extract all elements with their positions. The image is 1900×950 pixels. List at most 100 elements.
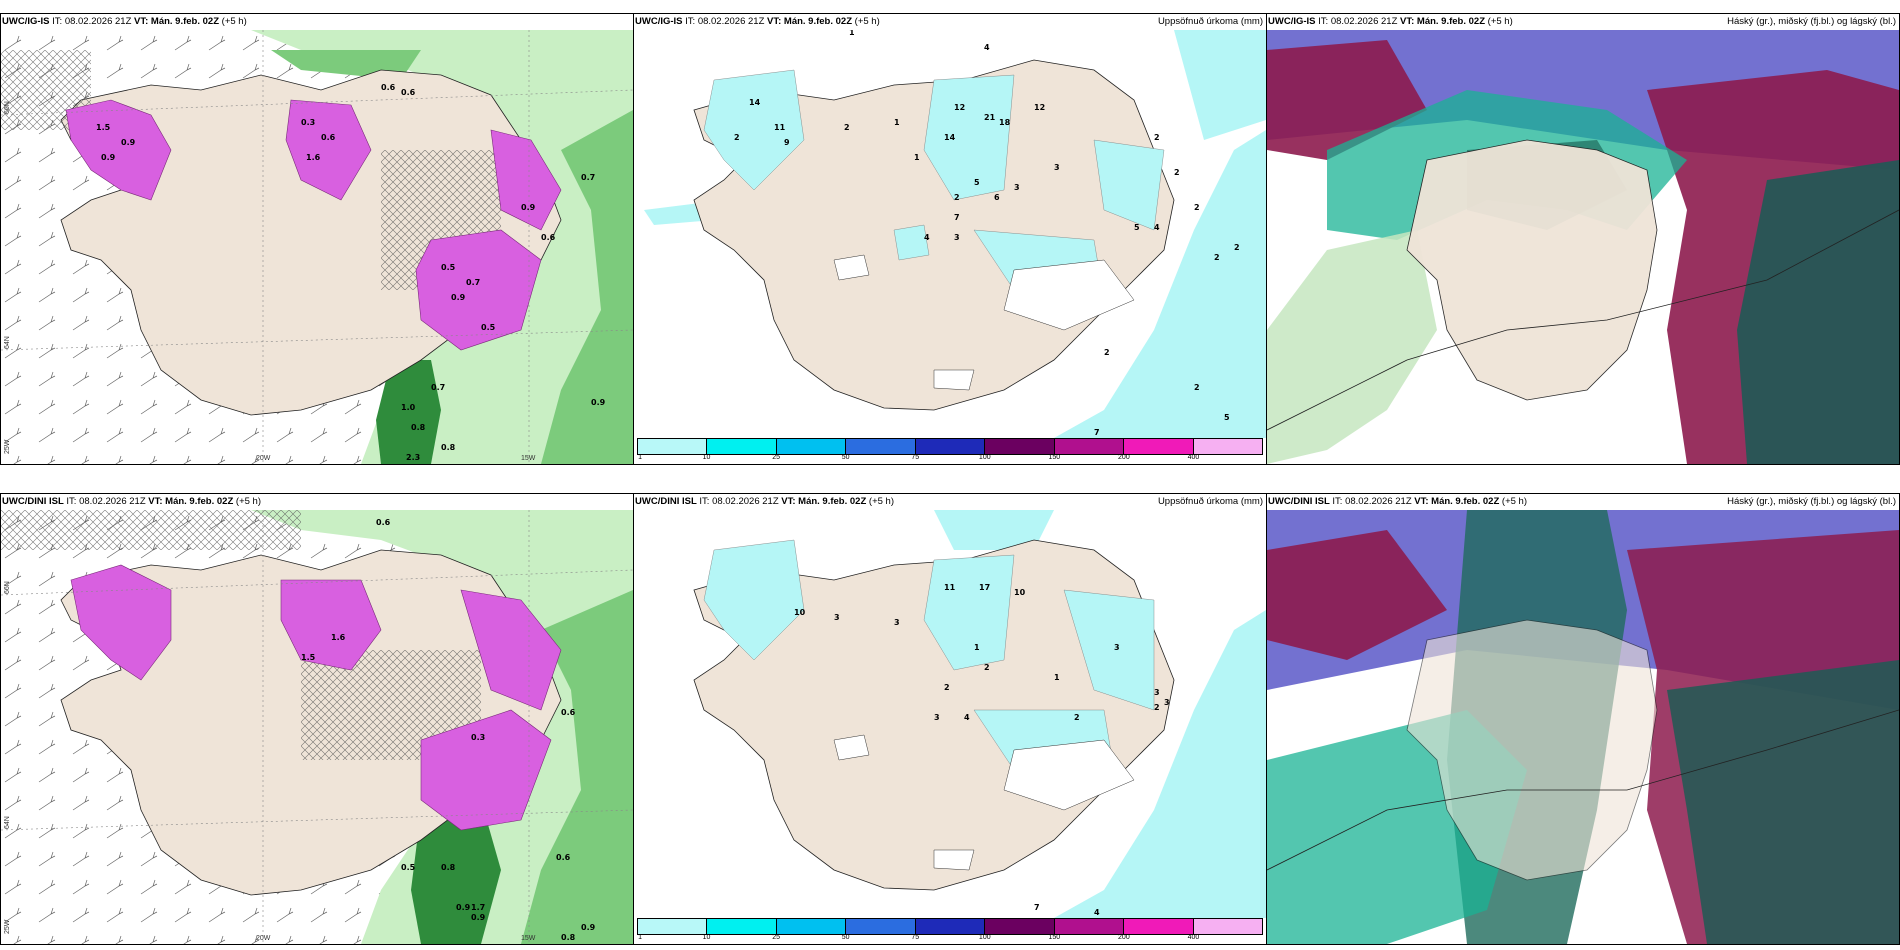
precip-title: Uppsöfnuð úrkoma (mm) — [1157, 496, 1263, 507]
colorbar-tick-label: 10 — [702, 934, 711, 941]
value-label: 0.7 — [466, 278, 480, 287]
lon-label-15w: 15W — [521, 455, 536, 462]
value-label: 2 — [984, 663, 990, 672]
value-label: 3 — [834, 613, 840, 622]
colorbar-tick-label: 100 — [978, 934, 991, 941]
value-label: 1.5 — [301, 653, 316, 662]
snow-west — [65, 99, 172, 201]
precip-colorbar: 1 10 25 50 75 100 150 200 400 — [637, 438, 1263, 462]
colorbar-tick-label: 75 — [911, 934, 920, 941]
value-label: 1.0 — [401, 403, 416, 412]
lead-time: (+5 h) — [1501, 496, 1527, 507]
value-label: 14 — [749, 98, 761, 107]
value-label: 1.6 — [306, 153, 321, 162]
lat-label-66n: 66N — [4, 101, 11, 114]
value-label: 0.5 — [481, 323, 496, 332]
value-label: 0.6 — [401, 88, 416, 97]
cloud-title: Háský (gr.), miðský (fj.bl.) og lágský (… — [1727, 496, 1896, 507]
model-name: UWC/IG-IS — [2, 16, 50, 27]
colorbar-tick-label: 200 — [1118, 934, 1130, 941]
value-label: 0.8 — [411, 423, 426, 432]
value-label: 1.7 — [471, 903, 485, 912]
vt-value: Mán. 9.feb. 02Z — [783, 16, 853, 27]
value-label: 21 — [984, 113, 996, 122]
colorbar-tick-label: 100 — [978, 454, 991, 461]
value-label: 2 — [1194, 383, 1200, 392]
colorbar-swatch — [1193, 439, 1262, 454]
panel-header: UWC/IG-IS IT: 08.02.2026 21Z VT: Mán. 9.… — [635, 15, 1265, 29]
value-label: 0.7 — [581, 173, 595, 182]
colorbar-tick-label: 1 — [638, 454, 643, 461]
it-label: IT: — [52, 16, 63, 27]
value-label: 2 — [1104, 348, 1110, 357]
cloud-title: Háský (gr.), miðský (fj.bl.) og lágský (… — [1727, 16, 1896, 27]
colorbar-tick-label: 200 — [1118, 454, 1130, 461]
value-label: 4 — [1094, 908, 1100, 917]
value-label: 0.5 — [401, 863, 416, 872]
lon-label-20w: 20W — [256, 455, 271, 462]
it-value: 08.02.2026 21Z — [79, 496, 146, 507]
sea-precip-dark — [376, 360, 441, 464]
it-label: IT: — [1318, 16, 1329, 27]
value-label: 0.5 — [441, 263, 456, 272]
value-label: 0.6 — [556, 853, 571, 862]
value-label: 7 — [1034, 903, 1040, 912]
value-label: 3 — [954, 233, 960, 242]
value-label: 1.6 — [331, 633, 346, 642]
value-label: 3 — [1054, 163, 1060, 172]
value-label: 12 — [954, 103, 965, 112]
colorbar-tick-label: 400 — [1187, 454, 1200, 461]
value-label: 0.6 — [321, 133, 336, 142]
vt-label: VT: — [767, 16, 782, 27]
colorbar-swatch — [985, 919, 1055, 934]
colorbar-swatch — [638, 919, 708, 934]
value-label: 2 — [844, 123, 850, 132]
colorbar-swatch — [915, 919, 986, 934]
colorbar-tick-label: 1 — [638, 934, 643, 941]
value-label: 0.3 — [301, 118, 315, 127]
iceland-land — [1406, 619, 1658, 881]
panel-precip-dini: UWC/DINI ISL IT: 08.02.2026 21Z VT: Mán.… — [633, 493, 1267, 945]
value-label: 9 — [784, 138, 790, 147]
sea-precip-mid — [541, 110, 633, 464]
it-label: IT: — [1332, 496, 1343, 507]
model-name: UWC/IG-IS — [1268, 16, 1316, 27]
value-label: 7 — [1094, 428, 1100, 437]
value-label: 2 — [734, 133, 740, 142]
colorbar-tick-label: 150 — [1048, 454, 1061, 461]
vt-value: Mán. 9.feb. 02Z — [1431, 496, 1500, 507]
wind-snow-map: 1.50.90.90.30.61.60.50.70.90.82.30.80.70… — [1, 30, 633, 464]
vt-value: Mán. 9.feb. 02Z — [150, 16, 220, 27]
value-label: 2 — [944, 683, 950, 692]
vt-label: VT: — [134, 16, 149, 27]
value-label: 0.9 — [581, 923, 596, 932]
colorbar-swatch — [1124, 439, 1194, 454]
cloud-map — [1267, 510, 1899, 944]
lead-time: (+5 h) — [854, 16, 880, 27]
model-name: UWC/DINI ISL — [2, 496, 64, 507]
value-label: 2 — [1234, 243, 1240, 252]
panel-header: UWC/DINI ISL IT: 08.02.2026 21Z VT: Mán.… — [2, 495, 632, 509]
model-name: UWC/IG-IS — [635, 16, 683, 27]
colorbar-tick-label: 25 — [772, 934, 781, 941]
vt-label: VT: — [1400, 16, 1415, 27]
colorbar-tick-label: 25 — [772, 454, 781, 461]
value-label: 2 — [1194, 203, 1200, 212]
value-label: 0.9 — [101, 153, 116, 162]
value-label: 0.9 — [121, 138, 136, 147]
colorbar-tick-label: 150 — [1048, 934, 1061, 941]
colorbar-swatch — [1054, 439, 1125, 454]
colorbar-swatch — [985, 439, 1055, 454]
lead-time: (+5 h) — [1487, 16, 1513, 27]
iceland-land — [1406, 139, 1658, 401]
colorbar-tick-label: 50 — [841, 934, 850, 941]
cloud-map — [1267, 30, 1899, 464]
value-label: 3 — [894, 618, 900, 627]
lat-label-64n: 64N — [4, 336, 11, 349]
lon-label-25w: 25W — [4, 919, 11, 934]
value-label: 1.5 — [96, 123, 111, 132]
it-value: 08.02.2026 21Z — [64, 16, 132, 27]
panel-header: UWC/DINI ISL IT: 08.02.2026 21Z VT: Mán.… — [635, 495, 1265, 509]
value-label: 1 — [1054, 673, 1060, 682]
